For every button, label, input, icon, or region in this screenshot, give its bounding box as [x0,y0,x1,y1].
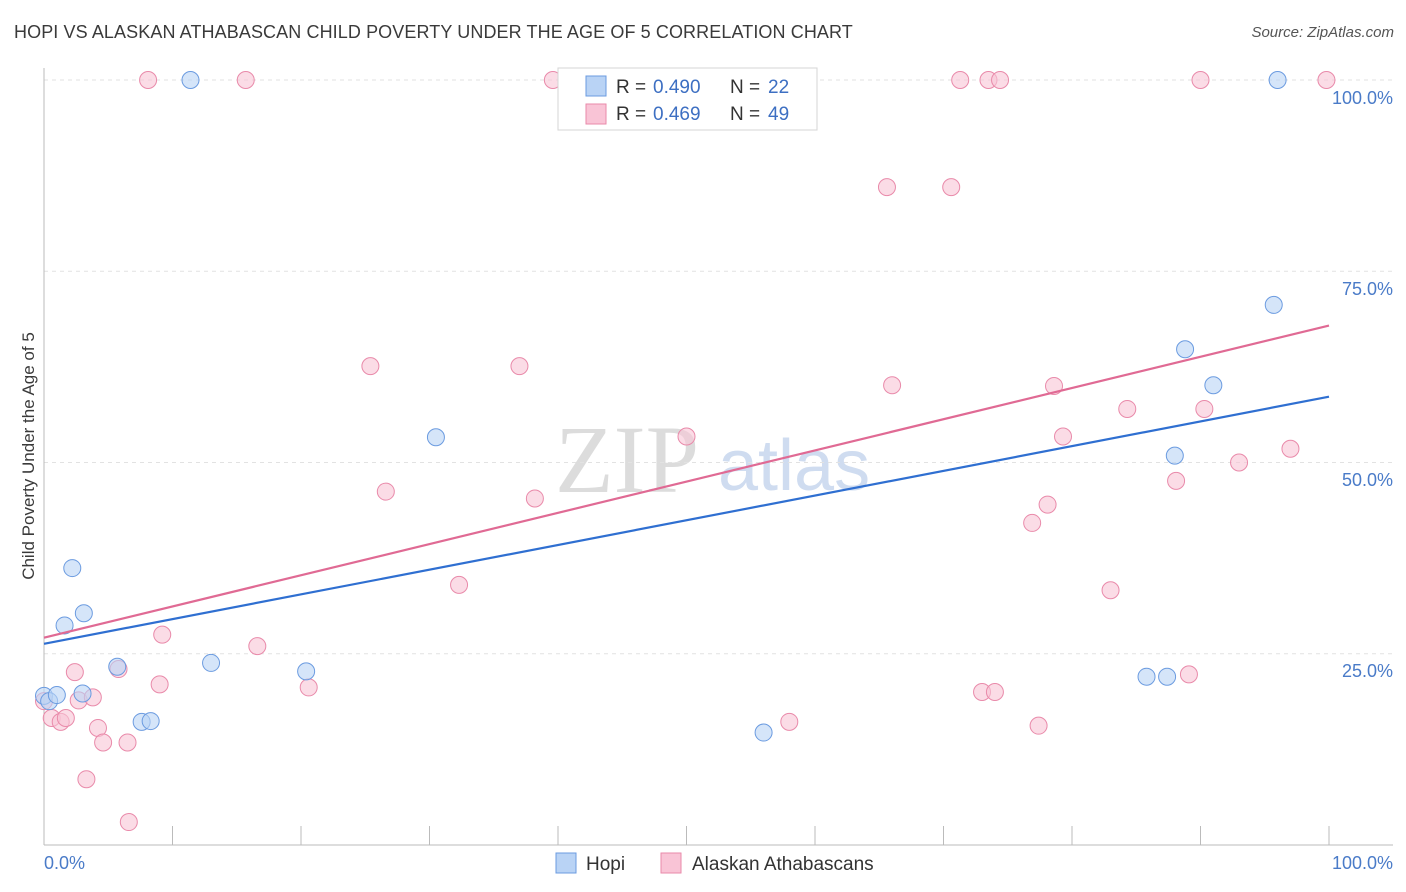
hopi-point-19 [1204,376,1223,395]
hopi-point-21 [1268,71,1287,89]
athabascan-n-label: N = [730,104,760,125]
athabascan-point-37 [1038,495,1057,514]
y-tick-label-50: 50.0% [1342,470,1393,490]
athabascan-point-20 [376,482,395,501]
hopi-trend-line [43,395,1330,645]
x-tick-label-100: 100.0% [1332,853,1393,873]
y-tick-label-100: 100.0% [1332,88,1393,108]
athabascan-point-3 [56,709,75,728]
athabascan-point-9 [94,733,113,752]
hopi-point-12 [297,662,316,681]
athabascan-point-19 [361,357,380,376]
legend-athabascan-label: Alaskan Athabascans [692,854,874,875]
stats-legend: R = 0.490 N = 22 R = 0.469 N = 49 [557,67,818,131]
hopi-point-9 [141,712,160,731]
athabascan-point-29 [942,178,961,197]
y-tick-labels: 25.0% 50.0% 75.0% 100.0% [1332,88,1393,681]
watermark: ZIP atlas [555,406,870,513]
hopi-r-value: 0.490 [653,77,701,98]
x-tick-label-0: 0.0% [44,853,85,873]
athabascan-point-48 [1317,71,1336,89]
athabascan-point-23 [525,489,544,508]
hopi-point-16 [1158,667,1177,686]
athabascan-point-47 [1281,439,1300,458]
athabascan-point-42 [1167,471,1186,490]
athabascan-point-6 [77,770,96,789]
hopi-point-13 [426,428,445,447]
legend-hopi-label: Hopi [586,854,625,875]
hopi-point-17 [1165,446,1184,465]
athabascan-point-41 [1118,399,1137,418]
gridlines [44,79,1393,655]
athabascan-point-14 [150,675,169,694]
athabascan-point-11 [119,813,138,832]
watermark-atlas: atlas [718,426,870,506]
hopi-point-14 [754,723,773,742]
source-label: Source: ZipAtlas.com [1251,24,1394,41]
athabascan-point-13 [139,71,158,89]
athabascan-point-18 [299,678,318,697]
chart-title: HOPI VS ALASKAN ATHABASCAN CHILD POVERTY… [14,22,853,42]
athabascan-point-17 [248,637,267,656]
athabascan-point-25 [677,427,696,446]
hopi-n-label: N = [730,77,760,98]
hopi-point-20 [1264,295,1283,314]
athabascan-point-35 [1023,513,1042,532]
athabascan-point-27 [877,178,896,197]
athabascan-points [35,71,1336,832]
hopi-point-7 [108,657,127,676]
athabascan-point-34 [991,71,1010,89]
hopi-n-value: 22 [768,77,789,98]
athabascan-trend-line [43,324,1330,639]
hopi-legend-swatch [585,75,607,97]
athabascan-point-26 [780,712,799,731]
athabascan-point-22 [510,357,529,376]
hopi-r-label: R = [616,77,646,98]
athabascan-point-39 [1054,427,1073,446]
legend-athabascan-swatch [660,852,682,874]
athabascan-r-value: 0.469 [653,104,701,125]
y-tick-label-75: 75.0% [1342,279,1393,299]
athabascan-point-44 [1195,399,1214,418]
athabascan-point-32 [985,683,1004,701]
athabascan-point-15 [153,625,172,644]
athabascan-point-16 [236,71,255,89]
athabascan-point-21 [450,575,469,594]
series-legend: Hopi Alaskan Athabascans [555,852,874,875]
athabascan-point-30 [951,71,970,89]
athabascan-legend-swatch [585,103,607,125]
x-axis-ticks [172,826,1330,845]
athabascan-point-45 [1230,453,1249,472]
hopi-points [35,71,1287,742]
athabascan-point-43 [1179,665,1198,684]
athabascan-point-46 [1191,71,1210,89]
hopi-point-10 [181,71,200,89]
hopi-point-6 [74,604,93,623]
hopi-point-5 [73,684,92,703]
hopi-point-3 [55,616,74,635]
athabascan-r-label: R = [616,104,646,125]
y-axis-title: Child Poverty Under the Age of 5 [19,332,38,580]
hopi-point-2 [47,686,66,705]
athabascan-point-40 [1101,581,1120,600]
hopi-point-15 [1137,667,1156,686]
y-tick-label-25: 25.0% [1342,661,1393,681]
athabascan-point-36 [1029,716,1048,735]
athabascan-point-12 [118,733,137,752]
hopi-point-11 [202,653,221,672]
legend-hopi-swatch [555,852,577,874]
athabascan-point-4 [65,663,84,682]
athabascan-n-value: 49 [768,104,789,125]
hopi-point-18 [1176,340,1195,359]
hopi-point-4 [63,559,82,578]
athabascan-point-28 [883,376,902,395]
